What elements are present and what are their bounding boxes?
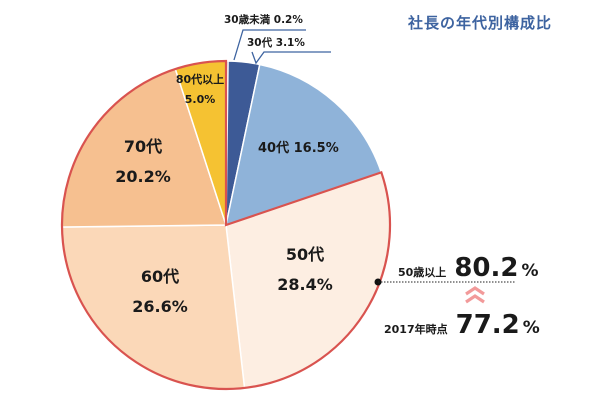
chart-title: 社長の年代別構成比 [408, 14, 553, 32]
summary-current-label: 50歳以上 [398, 266, 447, 279]
summary-current: 50歳以上 80.2 % [398, 253, 539, 283]
label-50s-name: 50代 [285, 245, 325, 264]
summary-previous: 2017年時点 77.2 % [384, 310, 540, 340]
label-60s-value: 26.6% [132, 297, 188, 316]
label-80plus-value: 5.0% [184, 93, 216, 106]
label-40s: 40代 16.5% [258, 141, 339, 156]
label-50s-value: 28.4% [277, 275, 333, 294]
callout-line-30s [251, 51, 331, 65]
label-70s-name: 70代 [123, 137, 163, 156]
summary-previous-label: 2017年時点 [384, 323, 448, 336]
label-under30: 30歳未満 0.2% [224, 14, 303, 26]
label-70s-value: 20.2% [115, 167, 171, 186]
label-80plus-name: 80代以上 [175, 73, 225, 86]
highlight-outline-50plus [60, 59, 392, 391]
label-80plus: 80代以上 5.0% [170, 70, 230, 110]
label-70s: 70代 20.2% [103, 132, 183, 192]
double-chevron-up-icon [465, 286, 485, 304]
summary-previous-value: 77.2 [455, 310, 520, 340]
label-60s: 60代 26.6% [120, 262, 200, 322]
summary-current-unit: % [521, 261, 539, 281]
label-50s: 50代 28.4% [270, 240, 340, 300]
summary-current-value: 80.2 [454, 253, 519, 283]
label-30s: 30代 3.1% [247, 37, 305, 49]
callout-line-under30 [233, 29, 306, 61]
label-60s-name: 60代 [140, 267, 180, 286]
summary-previous-unit: % [522, 318, 540, 338]
